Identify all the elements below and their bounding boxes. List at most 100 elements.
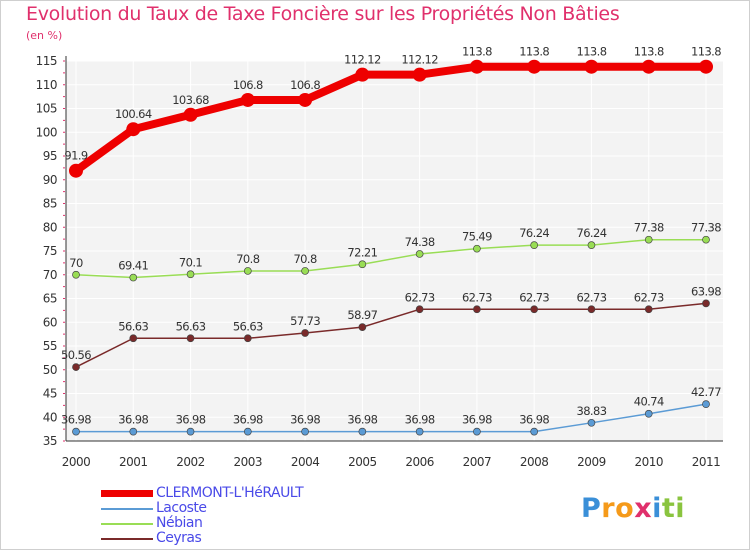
chart-title: Evolution du Taux de Taxe Foncière sur l…: [26, 3, 620, 25]
data-label-3: 56.63: [118, 319, 148, 333]
data-point-0: [298, 92, 313, 107]
y-tick-label: 60: [43, 315, 57, 329]
legend-label-clermont: CLERMONT-L'HéRAULT: [156, 485, 304, 501]
data-point-1: [530, 427, 539, 436]
legend-label-ceyras: Ceyras: [156, 530, 202, 546]
x-tick-label: 2010: [634, 455, 663, 469]
data-point-1: [72, 427, 80, 436]
data-point-2: [530, 241, 539, 249]
logo-letter: i: [652, 493, 662, 524]
legend-swatch-ceyras: [101, 538, 153, 540]
series-line-2: [75, 238, 707, 279]
x-tick-label: 2005: [348, 455, 377, 469]
data-label-0: 100.64: [115, 107, 152, 121]
data-point-1: [129, 427, 138, 436]
line-chart: 35 40 45 50 55 60 65 70 75 80 85 90 95 100 105 110 115 20…: [36, 45, 723, 469]
data-point-0: [469, 59, 484, 74]
data-point-2: [702, 235, 710, 244]
data-point-0: [355, 67, 370, 82]
data-label-2: 70.8: [293, 252, 316, 266]
y-tick-label: 75: [43, 244, 57, 258]
y-tick-label: 70: [43, 268, 57, 282]
data-point-2: [644, 235, 653, 244]
data-point-3: [186, 334, 195, 343]
data-label-3: 62.73: [405, 290, 435, 304]
data-label-3: 50.56: [61, 348, 91, 362]
series-line-0: [72, 62, 710, 175]
y-tick-label: 115: [36, 54, 57, 68]
data-label-1: 36.98: [118, 413, 148, 427]
data-point-1: [644, 409, 653, 418]
data-label-0: 106.8: [290, 78, 320, 92]
data-label-1: 36.98: [61, 413, 91, 427]
y-tick-label: 40: [43, 410, 57, 424]
data-point-3: [301, 329, 309, 337]
data-label-2: 74.38: [405, 235, 435, 249]
logo-letter: P: [581, 493, 602, 524]
series-line-1: [75, 403, 707, 433]
data-point-3: [587, 305, 596, 314]
data-label-2: 70.8: [236, 252, 259, 266]
data-label-1: 36.98: [176, 413, 206, 427]
data-point-0: [641, 59, 656, 74]
data-label-1: 38.83: [576, 404, 606, 418]
data-point-2: [243, 267, 252, 275]
data-label-1: 40.74: [634, 395, 664, 409]
data-label-2: 70.1: [179, 255, 202, 269]
data-label-1: 36.98: [405, 413, 435, 427]
data-point-1: [243, 427, 252, 436]
x-tick-label: 2001: [119, 455, 148, 469]
proxiti-logo: Proxiti: [581, 493, 685, 524]
data-label-3: 62.73: [462, 290, 492, 304]
x-tick-label: 2006: [405, 455, 434, 469]
data-label-2: 72.21: [347, 245, 377, 259]
logo-letter: r: [601, 493, 616, 524]
y-tick-label: 100: [36, 125, 57, 139]
data-label-3: 62.73: [576, 290, 606, 304]
data-label-1: 42.77: [691, 385, 721, 399]
data-point-2: [186, 270, 195, 279]
data-point-2: [301, 267, 309, 275]
data-point-0: [584, 59, 599, 74]
data-label-2: 77.38: [691, 221, 721, 235]
data-point-3: [129, 334, 138, 343]
legend-swatch-clermont: [101, 490, 153, 497]
data-point-1: [415, 427, 424, 436]
x-tick-label: 2003: [234, 455, 263, 469]
data-label-2: 76.24: [519, 226, 549, 240]
data-point-2: [415, 250, 424, 258]
y-tick-label: 90: [43, 173, 57, 187]
logo-letter: t: [661, 493, 676, 524]
legend-swatch-nebian: [101, 523, 153, 525]
data-label-2: 77.38: [634, 221, 664, 235]
data-point-3: [530, 305, 539, 314]
data-point-0: [126, 122, 141, 137]
data-point-3: [415, 305, 424, 314]
data-label-1: 36.98: [233, 413, 263, 427]
legend-label-lacoste: Lacoste: [156, 500, 207, 516]
data-point-2: [587, 241, 596, 249]
data-point-0: [183, 107, 198, 122]
data-point-0: [699, 59, 713, 74]
data-point-3: [358, 323, 367, 331]
legend-label-nebian: Nébian: [156, 515, 203, 531]
data-point-3: [473, 305, 481, 314]
data-point-1: [702, 400, 710, 408]
data-label-0: 91.9: [64, 149, 87, 163]
data-point-0: [412, 67, 427, 82]
data-label-1: 36.98: [519, 413, 549, 427]
data-point-3: [702, 299, 710, 308]
data-point-1: [358, 427, 367, 436]
logo-letter: x: [634, 493, 653, 524]
data-label-1: 36.98: [462, 413, 492, 427]
data-label-0: 103.68: [172, 93, 209, 107]
data-label-0: 113.8: [519, 45, 549, 59]
y-tick-label: 50: [43, 363, 57, 377]
data-label-2: 76.24: [576, 226, 606, 240]
data-label-3: 62.73: [519, 290, 549, 304]
data-label-3: 63.98: [691, 284, 721, 298]
data-label-2: 69.41: [118, 259, 148, 273]
data-point-0: [69, 163, 83, 178]
data-point-2: [72, 270, 80, 279]
